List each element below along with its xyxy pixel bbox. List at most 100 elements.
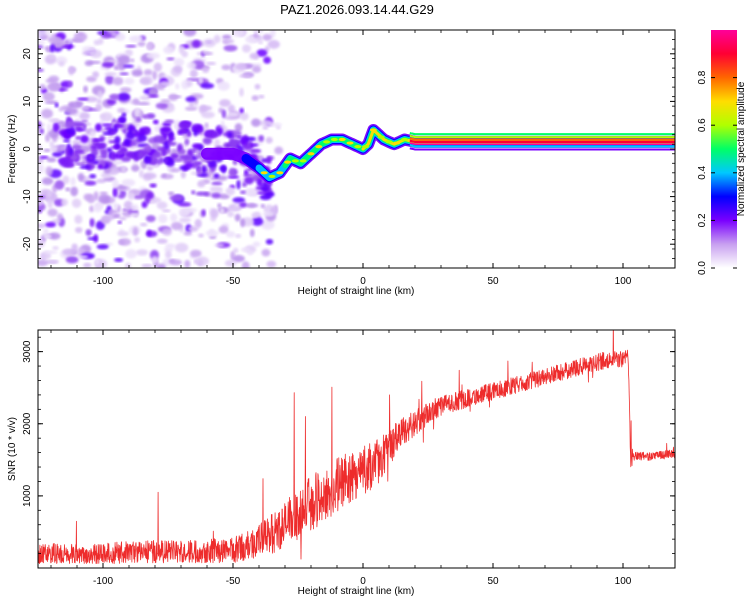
spectral-blob-strong xyxy=(71,144,82,151)
spectral-blob xyxy=(103,214,116,221)
spectral-blob xyxy=(205,61,217,66)
spectral-blob xyxy=(97,90,103,100)
spectral-blob xyxy=(39,155,49,159)
spectral-blob xyxy=(198,76,203,85)
spectral-blob xyxy=(251,212,260,219)
spectral-blob xyxy=(112,76,124,86)
spectral-blob xyxy=(89,218,95,228)
spectral-blob xyxy=(38,40,46,45)
chart-title: PAZ1.2026.093.14.44.G29 xyxy=(280,2,434,17)
spectral-blob xyxy=(78,111,90,120)
spectral-blob xyxy=(195,191,208,196)
spectral-blob xyxy=(200,82,215,89)
spectral-blob xyxy=(251,216,264,227)
spectral-blob xyxy=(118,238,132,246)
spectral-blob-strong xyxy=(229,139,238,148)
spectral-blob xyxy=(97,194,111,204)
spectral-blob-strong xyxy=(104,126,113,130)
spectral-blob xyxy=(218,225,229,234)
spectral-blob-strong xyxy=(202,137,213,145)
spectral-blob xyxy=(233,247,239,254)
spectral-blob xyxy=(80,119,88,123)
spectral-blob xyxy=(175,83,180,90)
spectral-blob xyxy=(227,104,236,114)
spectral-blob xyxy=(57,120,66,126)
spectral-blob xyxy=(149,183,157,188)
spectral-blob xyxy=(143,69,153,76)
spectral-blob xyxy=(161,209,171,213)
spectral-blob xyxy=(95,178,107,184)
spectral-blob xyxy=(114,32,126,42)
colorbar-label: Normalized spectral amplitude xyxy=(736,81,747,216)
snr-x-tick-label: -100 xyxy=(93,576,113,587)
spectral-blob xyxy=(51,38,65,48)
snr-frame xyxy=(37,329,676,569)
spectral-blob xyxy=(231,30,245,38)
spectral-blob xyxy=(74,214,83,224)
spectral-blob xyxy=(184,106,197,111)
spectral-blob xyxy=(179,217,191,223)
spectral-blob xyxy=(73,31,88,42)
spectral-blob xyxy=(170,221,183,231)
spectral-blob xyxy=(90,130,96,138)
spectral-blob xyxy=(262,125,269,130)
spectral-blob xyxy=(241,182,247,188)
ridge-peak xyxy=(299,159,307,163)
spectral-blob xyxy=(38,144,42,153)
spectrogram-x-ticks: -100 -50 0 50 100 xyxy=(50,30,676,287)
spectral-blob xyxy=(44,133,50,143)
ridge-peak xyxy=(385,140,393,144)
spectral-blob xyxy=(219,99,231,108)
spectral-blob xyxy=(239,87,244,97)
spectral-blob xyxy=(117,220,122,224)
spectral-blob xyxy=(82,45,96,53)
spectral-blob xyxy=(65,256,79,264)
spectral-blob xyxy=(204,122,209,128)
spectral-blob xyxy=(183,30,197,37)
spectral-blob xyxy=(214,243,225,247)
spectral-blob-strong xyxy=(118,115,127,124)
spectral-blob xyxy=(262,33,273,41)
spectral-blob xyxy=(188,102,195,108)
spectral-blob-strong xyxy=(228,168,236,177)
spectral-blob xyxy=(94,154,103,162)
spectral-blob xyxy=(242,44,252,53)
spectral-blob xyxy=(130,212,139,217)
spectral-blob-strong xyxy=(196,161,203,166)
spectral-blob-strong xyxy=(79,164,92,170)
spectrogram-x-tick-label: 0 xyxy=(360,276,366,287)
spectral-blob xyxy=(62,175,70,185)
spectral-blob-strong xyxy=(144,155,152,165)
spectral-blob xyxy=(140,78,151,85)
colorbar-tick-label: 0.0 xyxy=(697,261,708,275)
spectral-blob xyxy=(38,259,49,267)
spectral-blob-strong xyxy=(63,139,71,143)
spectral-blob xyxy=(234,233,242,239)
steady-tone-band xyxy=(409,134,675,139)
spectrogram-y-axis-label: Frequency (Hz) xyxy=(7,115,18,184)
spectral-blob-strong xyxy=(249,143,259,147)
spectral-blob xyxy=(48,54,56,60)
spectral-blob xyxy=(123,64,135,68)
spectral-blob xyxy=(44,250,58,254)
spectral-blob xyxy=(138,169,144,178)
spectral-blob-strong xyxy=(150,159,157,165)
spectral-blob xyxy=(125,249,137,259)
spectral-blob xyxy=(183,231,193,236)
spectral-blob xyxy=(149,163,159,168)
spectral-blob xyxy=(219,207,225,215)
spectral-blob-strong xyxy=(96,144,107,151)
snr-line xyxy=(38,330,675,565)
spectral-blob xyxy=(178,207,190,217)
spectral-blob-strong xyxy=(74,162,86,166)
spectral-blob xyxy=(247,250,254,256)
spectral-blob xyxy=(96,99,102,104)
spectral-blob xyxy=(161,173,167,178)
snr-x-tick-label: 100 xyxy=(615,576,632,587)
spectral-blob xyxy=(251,118,261,127)
spectral-blob-strong xyxy=(191,123,203,131)
spectral-blob xyxy=(254,83,261,90)
spectral-blob xyxy=(263,56,272,64)
spectral-blob xyxy=(38,68,44,72)
